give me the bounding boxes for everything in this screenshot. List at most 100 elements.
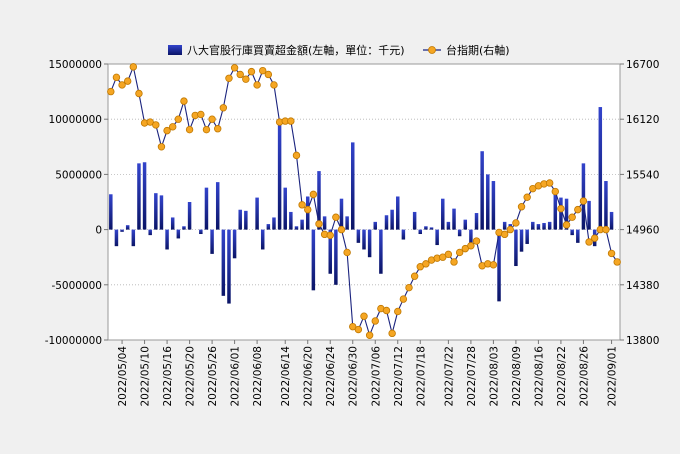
line-point [517, 203, 526, 211]
line-point [230, 64, 239, 72]
bar [165, 229, 169, 250]
bar [260, 229, 265, 250]
bar [384, 215, 389, 230]
line-markers [107, 63, 621, 339]
line-point [219, 104, 228, 112]
bar [570, 229, 574, 236]
line-point [585, 238, 593, 246]
bar [390, 209, 394, 230]
line-point [118, 81, 126, 89]
x-tick-label: 2022/06/24 [325, 346, 337, 407]
bar [587, 200, 591, 230]
line-point [410, 272, 419, 280]
bar [125, 225, 130, 230]
line-point [298, 201, 306, 209]
plot-area [107, 63, 621, 341]
bar [154, 193, 158, 230]
legend-line-label: 台指期(右軸) [446, 43, 510, 57]
bar [576, 229, 580, 243]
bar [497, 229, 501, 302]
line-point [382, 306, 391, 315]
line-point [174, 115, 183, 123]
line-point [107, 87, 115, 96]
legend-bar-label: 八大官股行庫買賣超金額(左軸，單位：千元) [187, 43, 405, 57]
bar [412, 211, 417, 230]
bar [373, 221, 377, 230]
line-point [247, 67, 256, 76]
y-left-tick-label: 10000000 [49, 114, 102, 126]
bar [199, 229, 203, 235]
bar [238, 209, 242, 230]
x-tick-label: 2022/07/28 [466, 346, 478, 407]
bar [452, 208, 456, 230]
bar [182, 226, 186, 230]
bar [480, 151, 484, 230]
x-tick-label: 2022/07/18 [415, 346, 427, 407]
line-point [450, 258, 458, 266]
bar [339, 198, 344, 230]
bar [277, 124, 282, 230]
line-point [545, 179, 554, 187]
line-point [163, 126, 171, 135]
bar [564, 198, 569, 230]
line-point [169, 123, 177, 131]
x-tick-label: 2022/06/30 [348, 346, 360, 407]
line-point [264, 70, 273, 79]
x-tick-label: 2022/05/10 [140, 346, 152, 407]
line-point [253, 81, 261, 89]
bar [131, 229, 136, 247]
bar [109, 194, 113, 230]
bar [170, 217, 175, 230]
line-point [304, 205, 312, 214]
y-left-tick-label: 0 [95, 225, 102, 237]
x-tick-label: 2022/06/08 [252, 346, 264, 407]
bar [266, 224, 271, 230]
line-point [214, 125, 222, 133]
line-point [332, 213, 340, 221]
line-point [270, 81, 278, 89]
bar [317, 171, 321, 230]
line-point [326, 231, 334, 240]
bar [469, 229, 473, 247]
line-point [371, 317, 379, 325]
bar-series [109, 107, 614, 304]
y-axis-right: 13800 14380 14960 15540 16120 16700 [620, 59, 659, 347]
bar [120, 229, 124, 232]
line-point [562, 221, 571, 229]
bar [148, 229, 152, 236]
bar [581, 163, 586, 230]
line-point [343, 248, 351, 257]
x-tick-label: 2022/08/26 [578, 346, 590, 407]
line-point [197, 110, 205, 119]
bar [114, 229, 119, 247]
bar [418, 229, 423, 235]
y-left-tick-label: -10000000 [45, 335, 102, 347]
bar [525, 229, 529, 244]
legend: 八大官股行庫買賣超金額(左軸，單位：千元) 台指期(右軸) [168, 43, 510, 57]
bar [553, 194, 558, 230]
bar [514, 229, 518, 267]
bar [187, 202, 192, 230]
bar [322, 216, 327, 230]
line-point [236, 70, 244, 79]
line-point [394, 307, 402, 316]
line-point [354, 325, 363, 334]
y-right-tick-label: 14380 [626, 280, 659, 292]
x-tick-label: 2022/06/14 [280, 346, 292, 407]
y-right-tick-label: 15540 [626, 169, 659, 181]
bar [137, 163, 141, 230]
bar [345, 216, 349, 230]
line-point [388, 329, 396, 338]
x-tick-label: 2022/05/16 [162, 346, 174, 407]
bar [221, 229, 226, 296]
line-point [242, 75, 250, 83]
bar [227, 229, 231, 304]
bar [424, 226, 428, 230]
line-point [123, 77, 132, 85]
y-left-tick-label: 5000000 [55, 169, 102, 181]
bar [536, 224, 541, 230]
y-right-tick-label: 14960 [626, 225, 659, 237]
bar [294, 226, 299, 230]
line-point [422, 260, 430, 268]
